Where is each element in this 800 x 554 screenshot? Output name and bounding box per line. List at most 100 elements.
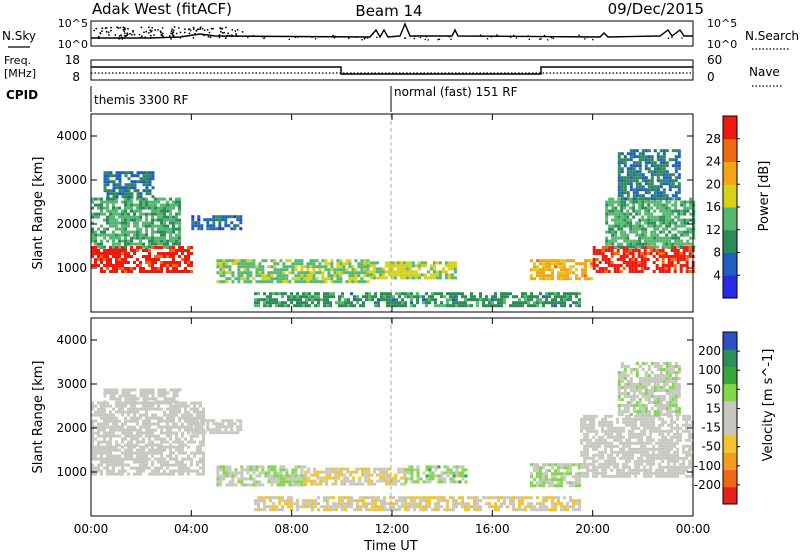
velocity-cell (139, 394, 143, 398)
velocity-cell (682, 417, 686, 421)
power-cell (121, 189, 125, 193)
velocity-cell (394, 476, 398, 480)
power-cell (294, 262, 298, 266)
velocity-cell (610, 420, 614, 424)
power-cell (575, 304, 578, 308)
velocity-cell (665, 371, 669, 374)
power-cell (638, 242, 642, 246)
power-cell (679, 270, 683, 273)
velocity-cell (676, 429, 680, 433)
power-cell (395, 292, 398, 296)
power-cell (653, 242, 657, 246)
velocity-cell (121, 451, 124, 455)
power-cell (632, 242, 636, 246)
power-cell (686, 233, 690, 237)
velocity-cell (236, 425, 240, 429)
velocity-cell (586, 441, 590, 445)
velocity-cell (166, 466, 169, 470)
velocity-cell (601, 435, 605, 439)
power-cell (103, 189, 107, 193)
power-cell (461, 292, 464, 296)
velocity-cell (610, 447, 614, 451)
velocity-cell (646, 435, 650, 439)
velocity-cell (388, 473, 392, 477)
velocity-cell (202, 443, 205, 447)
velocity-cell (163, 388, 167, 392)
velocity-cell (115, 472, 118, 476)
power-cell (668, 179, 672, 183)
power-region (91, 197, 181, 249)
velocity-cell (193, 407, 196, 411)
noise-sky-dot (161, 32, 164, 35)
power-cell (623, 179, 627, 183)
velocity-cell (586, 438, 590, 442)
velocity-cell (634, 450, 638, 454)
power-cell (338, 301, 341, 305)
velocity-cell (635, 383, 639, 386)
velocity-cell (629, 380, 633, 383)
velocity-cell (649, 456, 653, 460)
noise-sky-dot (414, 35, 416, 38)
noise-sky-dot (192, 37, 195, 39)
velocity-cell (103, 394, 107, 398)
velocity-cell (127, 428, 130, 432)
power-cell (112, 197, 115, 201)
power-cell (97, 233, 100, 237)
velocity-cell (300, 483, 304, 487)
power-cell (151, 264, 154, 267)
velocity-cell (133, 466, 136, 470)
velocity-cell (130, 416, 133, 420)
power-cell (172, 246, 175, 249)
velocity-cell (261, 465, 265, 469)
velocity-cell (667, 462, 671, 466)
velocity-cell (638, 404, 642, 407)
power-cell (692, 203, 696, 207)
velocity-cell (455, 468, 459, 472)
velocity-cell (121, 437, 124, 441)
velocity-cell (607, 420, 611, 424)
velocity-cell (373, 470, 377, 474)
power-cell (554, 298, 557, 302)
power-cell (563, 292, 566, 296)
velocity-cell (664, 465, 668, 469)
velocity-cell (118, 472, 121, 476)
velocity-cell (100, 440, 103, 444)
velocity-cell (533, 463, 536, 467)
velocity-cell (643, 468, 647, 472)
power-cell (218, 227, 222, 231)
power-cell (160, 242, 163, 246)
velocity-cell (643, 450, 647, 454)
power-cell (494, 298, 497, 302)
velocity-cell (91, 428, 94, 432)
velocity-cell (640, 444, 644, 448)
velocity-cell (428, 477, 432, 481)
velocity-cell (661, 420, 665, 424)
velocity-cell (166, 419, 169, 423)
power-cell (659, 224, 663, 228)
power-cell (130, 255, 133, 258)
velocity-cell (163, 425, 166, 429)
velocity-cell (97, 410, 100, 414)
power-cell (628, 261, 632, 264)
power-cell (270, 271, 274, 275)
velocity-cell (634, 447, 638, 451)
velocity-cell (563, 472, 566, 476)
power-cell (341, 301, 344, 305)
velocity-cell (583, 435, 587, 439)
noise-sky-dot (108, 34, 110, 36)
velocity-cell (172, 388, 176, 392)
velocity-cell (592, 471, 596, 475)
power-cell (187, 261, 190, 264)
velocity-cell (124, 469, 127, 473)
power-cell (302, 295, 305, 299)
power-cell (387, 273, 391, 277)
velocity-cell (640, 462, 644, 466)
velocity-cell (343, 476, 347, 480)
velocity-cell (580, 420, 584, 424)
velocity-cell (682, 465, 686, 469)
velocity-cell (679, 432, 683, 436)
velocity-cell (382, 479, 386, 483)
power-cell (632, 245, 636, 249)
noise-sky-dot (261, 36, 264, 38)
power-cell (255, 274, 259, 278)
